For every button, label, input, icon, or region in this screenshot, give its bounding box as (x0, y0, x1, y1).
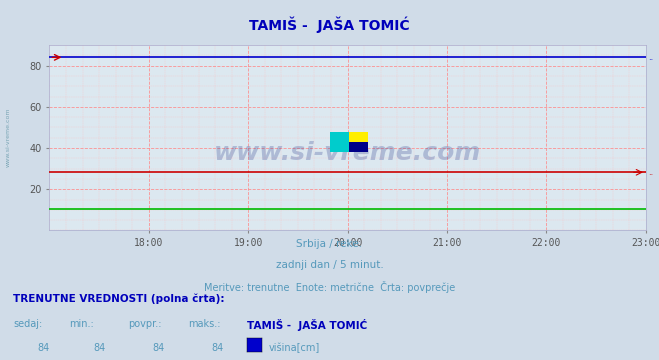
Text: povpr.:: povpr.: (129, 319, 162, 329)
Text: ..: .. (648, 53, 653, 62)
Text: www.si-vreme.com: www.si-vreme.com (214, 140, 481, 165)
Text: maks.:: maks.: (188, 319, 220, 329)
Text: www.si-vreme.com: www.si-vreme.com (5, 108, 11, 167)
Text: TAMIŠ -  JAŠA TOMIĆ: TAMIŠ - JAŠA TOMIĆ (247, 319, 367, 330)
Bar (349, 142, 368, 152)
Text: ..: .. (648, 168, 653, 177)
Text: 84: 84 (37, 343, 49, 353)
Text: Srbija / reke.: Srbija / reke. (297, 239, 362, 249)
Bar (349, 131, 368, 142)
Text: 84: 84 (93, 343, 105, 353)
Text: sedaj:: sedaj: (13, 319, 42, 329)
Text: min.:: min.: (69, 319, 94, 329)
Text: Meritve: trenutne  Enote: metrične  Črta: povprečje: Meritve: trenutne Enote: metrične Črta: … (204, 281, 455, 293)
Text: TRENUTNE VREDNOSTI (polna črta):: TRENUTNE VREDNOSTI (polna črta): (13, 293, 225, 304)
Text: TAMIŠ -  JAŠA TOMIĆ: TAMIŠ - JAŠA TOMIĆ (249, 16, 410, 33)
Bar (330, 131, 351, 152)
Text: 84: 84 (212, 343, 224, 353)
Text: 84: 84 (152, 343, 165, 353)
Text: višina[cm]: višina[cm] (268, 343, 320, 354)
Text: zadnji dan / 5 minut.: zadnji dan / 5 minut. (275, 260, 384, 270)
